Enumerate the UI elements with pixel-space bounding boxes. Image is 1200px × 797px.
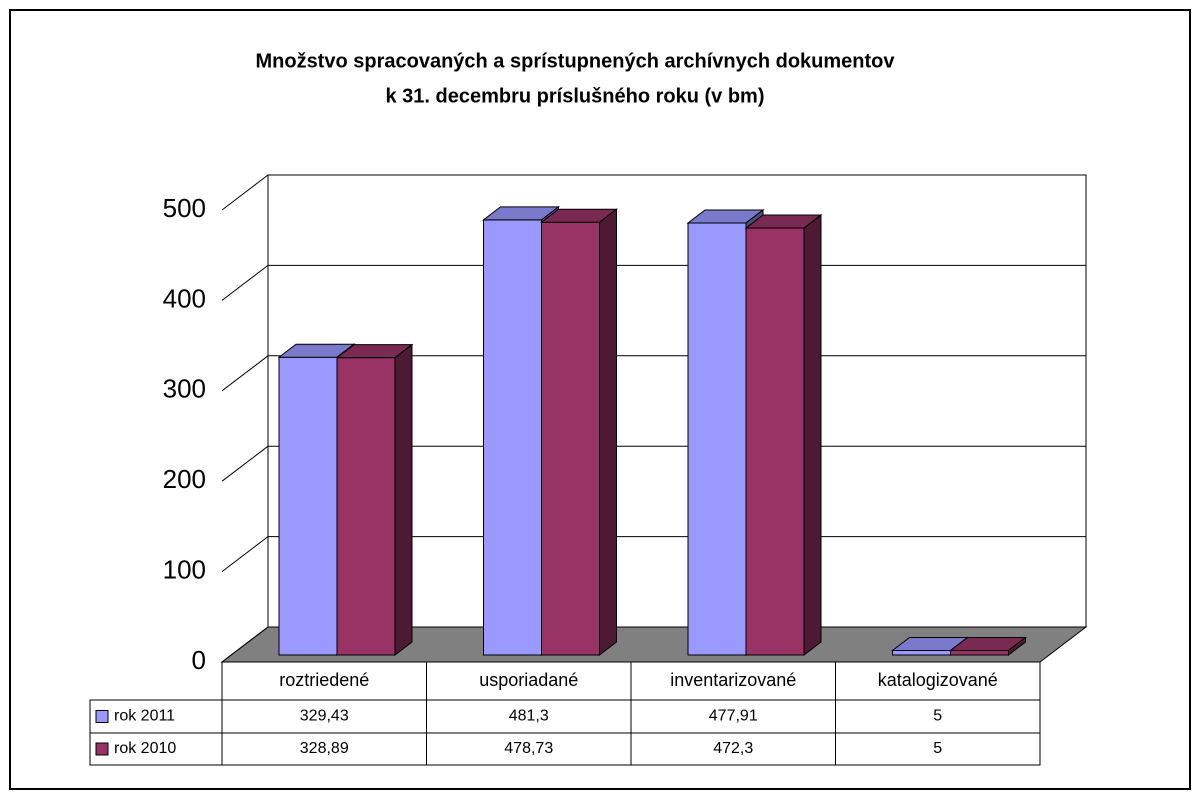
- bar: [336, 357, 396, 656]
- grid-line: [221, 174, 269, 211]
- grid-line: [221, 355, 269, 392]
- bar: [483, 219, 542, 656]
- bar-side: [599, 208, 617, 657]
- chart-title: Množstvo spracovaných a sprístupnených a…: [255, 50, 895, 72]
- bar: [541, 221, 600, 656]
- legend-swatch: [95, 710, 109, 723]
- bar: [950, 649, 1009, 656]
- bar-side: [1008, 636, 1026, 657]
- bar: [892, 649, 951, 656]
- grid-line: [221, 265, 269, 301]
- y-tick-label: 200: [163, 464, 206, 494]
- category-label: roztriedené: [279, 670, 369, 690]
- bar: [745, 227, 805, 656]
- data-label: 477,91: [709, 708, 758, 725]
- bar-side: [803, 214, 822, 657]
- y-tick-label: 300: [163, 374, 206, 404]
- category-label: inventarizované: [670, 670, 796, 690]
- y-tick-label: 400: [163, 283, 206, 313]
- grid-line: [221, 536, 269, 572]
- data-label: 481,3: [509, 708, 549, 725]
- legend-label: rok 2011: [114, 708, 175, 725]
- y-tick-label: 100: [163, 554, 206, 584]
- data-label: 329,43: [300, 708, 349, 725]
- y-tick-label: 0: [192, 645, 206, 675]
- data-label: 5: [933, 740, 942, 757]
- legend-label: rok 2010: [114, 740, 176, 757]
- bar-side: [394, 343, 413, 657]
- data-label: 328,89: [300, 740, 349, 757]
- legend-swatch: [95, 742, 109, 756]
- data-label: 472,3: [713, 740, 753, 757]
- category-label: katalogizované: [878, 670, 998, 690]
- bar: [687, 222, 747, 656]
- grid-line: [221, 445, 269, 482]
- chart-title: k 31. decembru príslušného roku (v bm): [386, 85, 765, 107]
- grid-line: [221, 626, 269, 663]
- data-label: 478,73: [504, 740, 553, 757]
- y-tick-label: 500: [163, 193, 206, 223]
- bar: [278, 356, 338, 656]
- category-label: usporiadané: [479, 670, 578, 690]
- data-label: 5: [933, 708, 942, 725]
